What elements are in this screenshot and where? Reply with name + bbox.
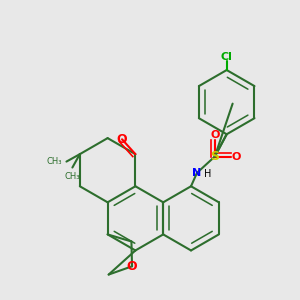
Text: Cl: Cl [221,52,232,62]
Text: CH₃: CH₃ [64,172,80,181]
Text: O: O [127,260,137,273]
Text: H: H [204,169,212,179]
Text: O: O [210,130,220,140]
Text: O: O [117,133,128,146]
Text: O: O [232,152,241,161]
Text: CH₃: CH₃ [46,157,62,166]
Text: S: S [210,150,219,163]
Text: N: N [192,168,202,178]
